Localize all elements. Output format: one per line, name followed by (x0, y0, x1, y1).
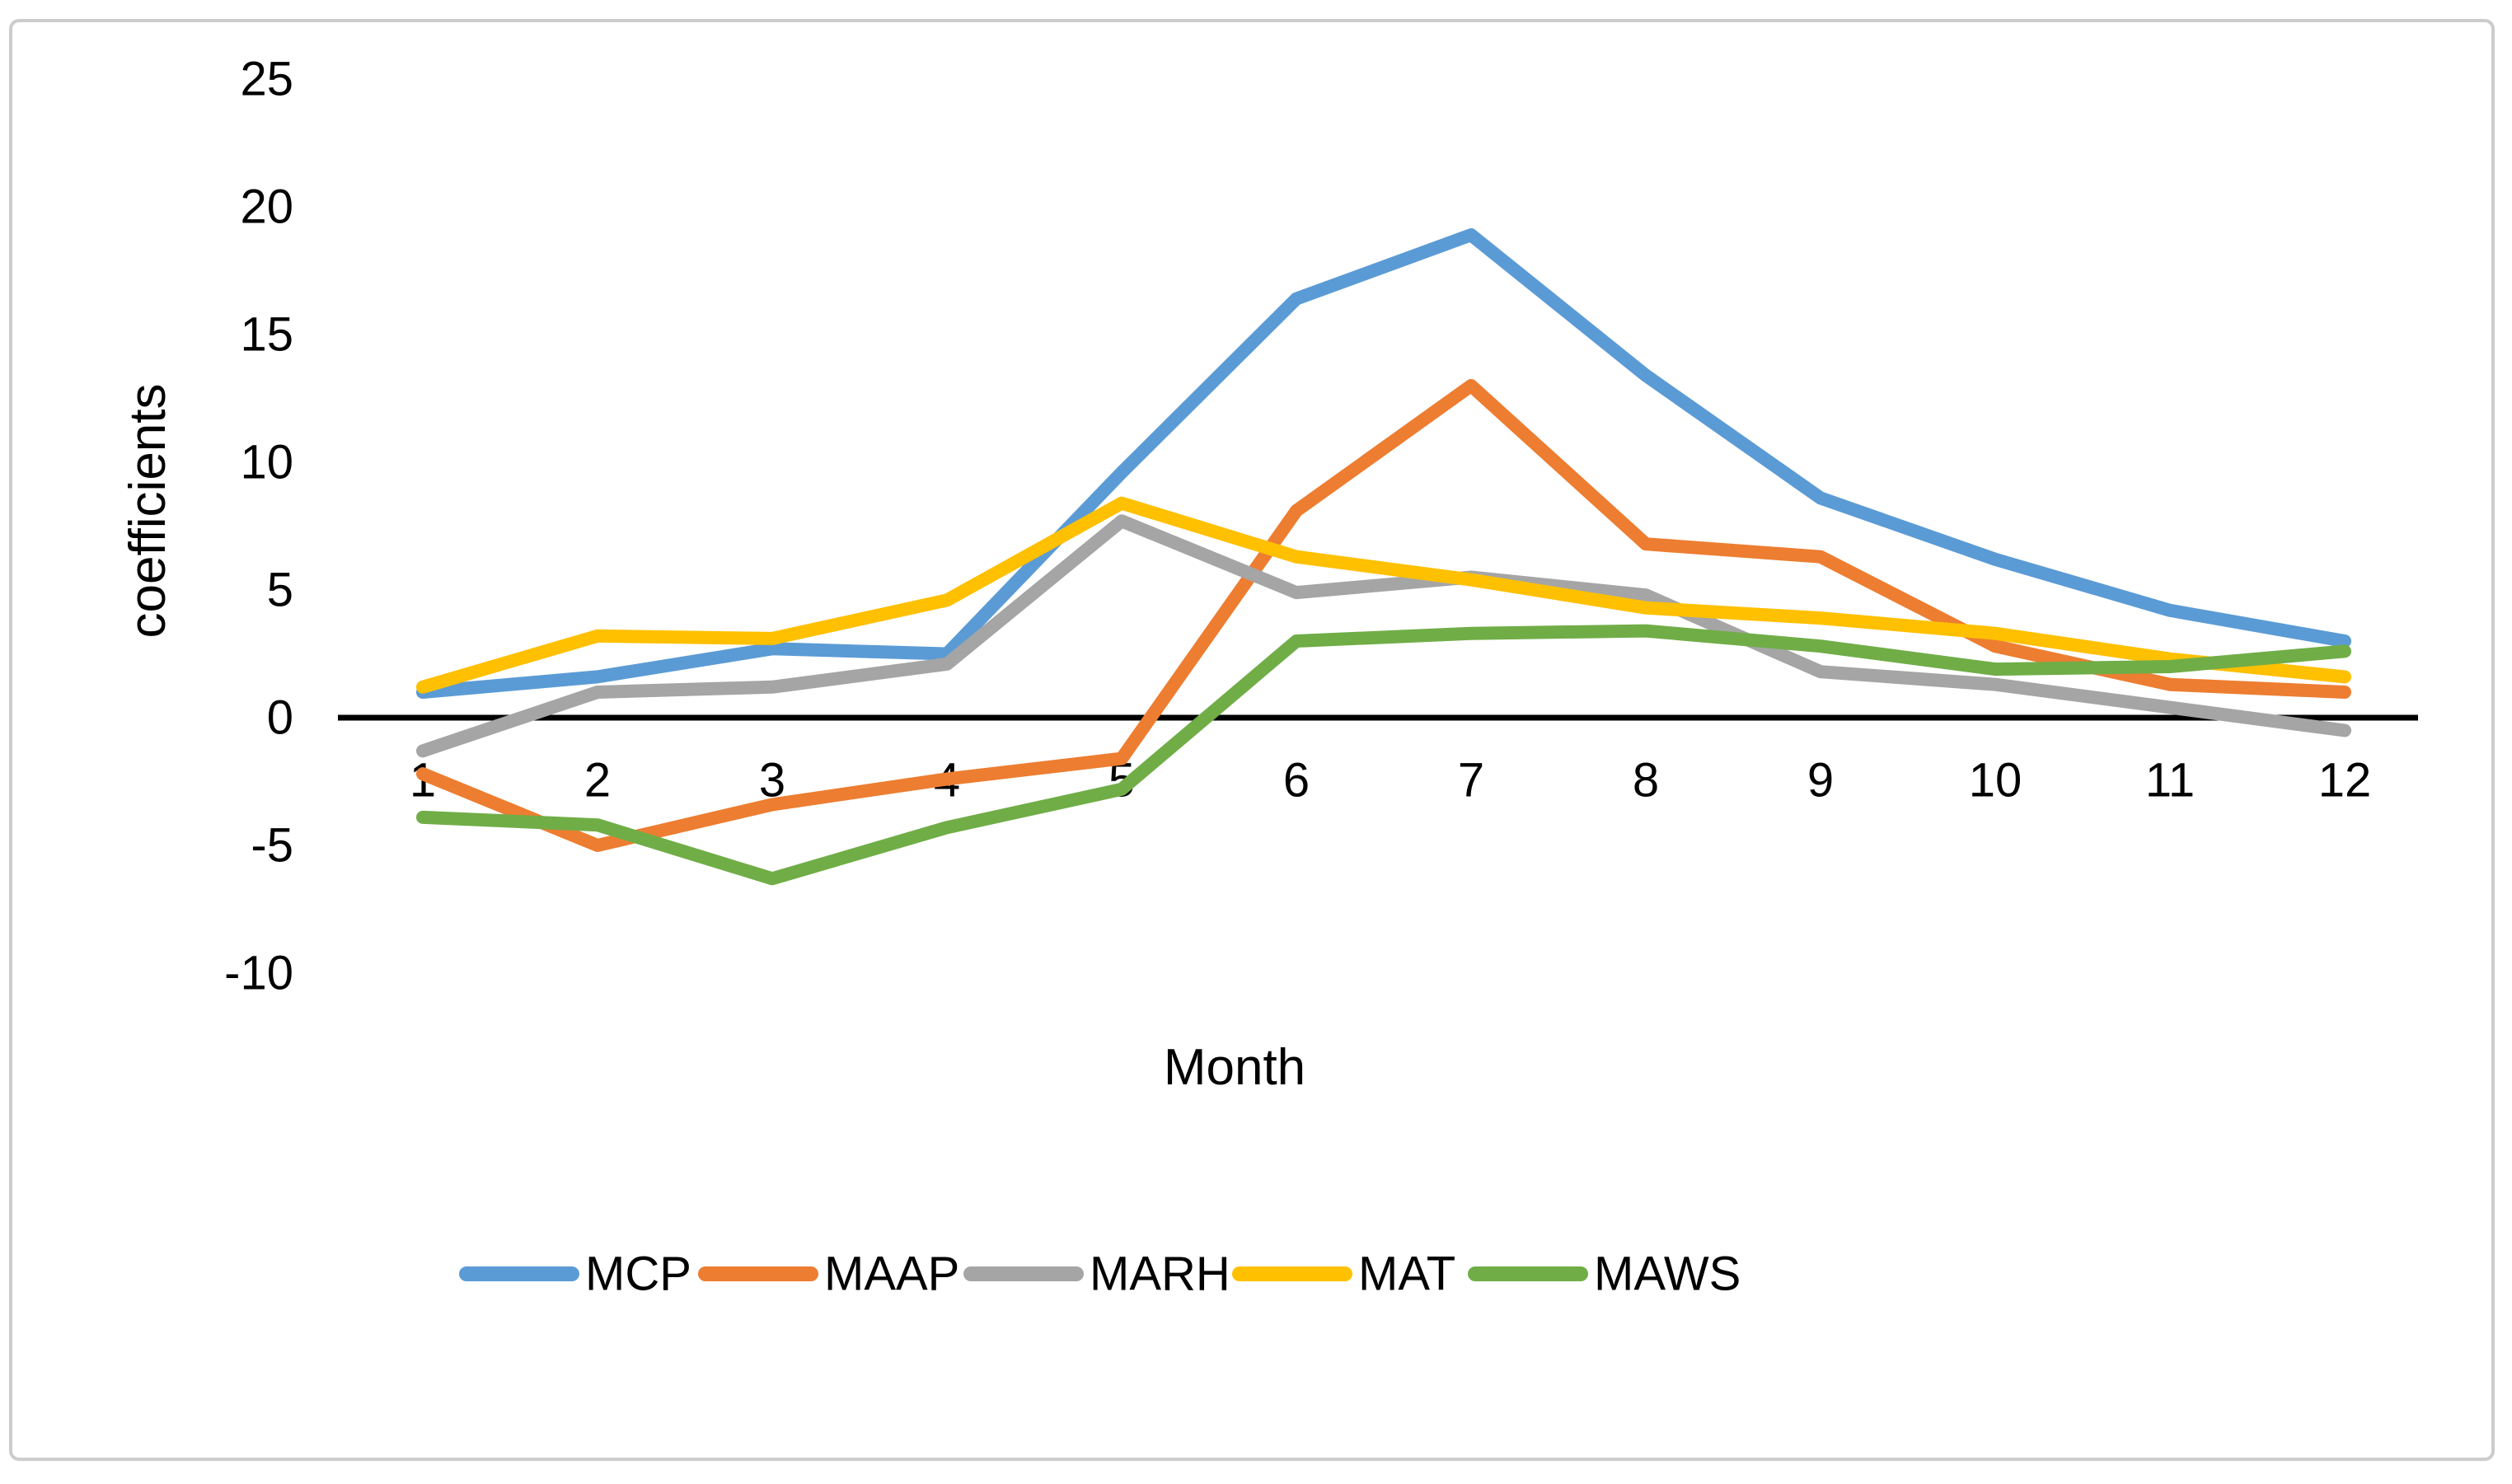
legend-label-marh: MARH (1090, 1248, 1230, 1301)
x-tick-label: 6 (1283, 754, 1310, 808)
legend-label-mat: MAT (1358, 1248, 1455, 1301)
y-tick-label: -5 (251, 819, 293, 873)
x-tick-label: 11 (2145, 754, 2195, 808)
x-tick-label: 2 (584, 754, 611, 808)
legend: MCP MAAP MARH MAT MAWS (459, 1248, 1741, 1301)
y-tick-label: 20 (240, 180, 293, 234)
x-axis-ticks: 1 2 3 4 5 6 7 8 9 10 11 12 (410, 754, 2371, 808)
x-axis-title: Month (1164, 1039, 1305, 1096)
legend-label-maws: MAWS (1594, 1248, 1741, 1301)
y-tick-label: 5 (267, 564, 293, 617)
chart-border (9, 19, 2495, 1461)
y-axis-ticks: 25 20 15 10 5 0 -5 -10 (224, 53, 293, 1000)
x-tick-label: 8 (1633, 754, 1659, 808)
y-tick-label: 25 (240, 53, 293, 106)
legend-label-mcp: MCP (585, 1248, 691, 1301)
x-tick-label: 12 (2318, 754, 2372, 808)
y-axis-title: coefficients (120, 383, 176, 638)
x-tick-label: 7 (1458, 754, 1484, 808)
y-tick-label: 10 (240, 436, 293, 489)
y-tick-label: -10 (224, 947, 293, 1000)
legend-label-maap: MAAP (824, 1248, 959, 1301)
y-tick-label: 0 (267, 691, 293, 745)
x-tick-label: 10 (1969, 754, 2022, 808)
series-line-marh (416, 514, 2351, 758)
series-line-maws (416, 624, 2351, 886)
y-tick-label: 15 (240, 308, 293, 362)
series-lines (416, 228, 2351, 886)
series-line-mcp (416, 228, 2351, 699)
series-line-maap (416, 379, 2351, 852)
x-tick-label: 9 (1807, 754, 1834, 808)
series-line-mat (416, 496, 2351, 694)
